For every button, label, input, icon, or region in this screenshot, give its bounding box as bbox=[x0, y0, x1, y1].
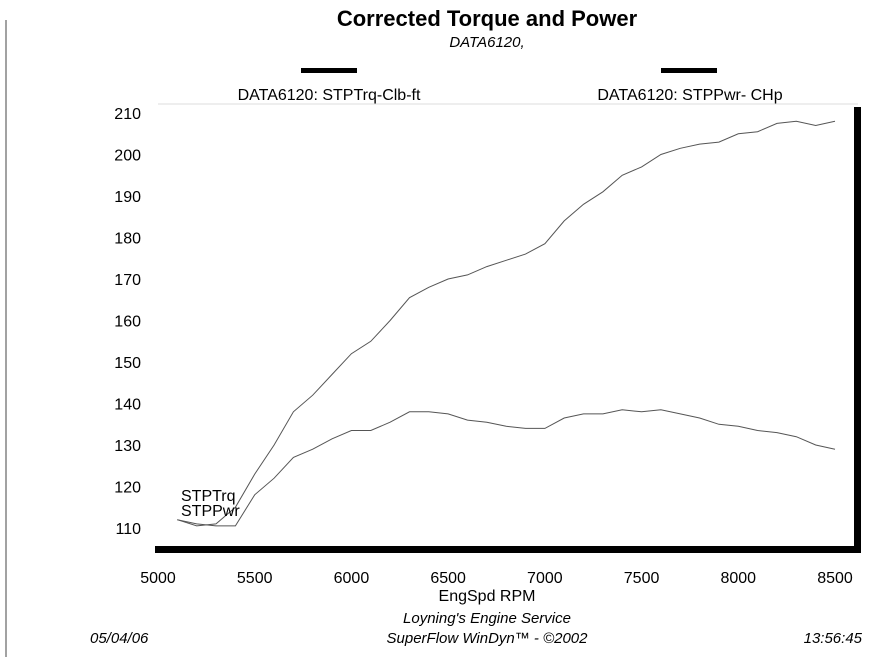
plot-bottom-border bbox=[155, 546, 861, 553]
footer-date: 05/04/06 bbox=[90, 630, 149, 647]
y-tick-label: 200 bbox=[114, 148, 141, 165]
plot-right-border bbox=[854, 107, 861, 553]
legend-swatch-power bbox=[661, 68, 717, 73]
series-line-stptrq bbox=[177, 409, 836, 527]
legend-label-torque: DATA6120: STPTrq-Clb-ft bbox=[238, 87, 421, 104]
footer-software: SuperFlow WinDyn™ - ©2002 bbox=[387, 630, 589, 647]
chart-subtitle: DATA6120, bbox=[449, 34, 524, 51]
series-tag-torque: STPTrq bbox=[181, 488, 236, 505]
x-tick-label: 8000 bbox=[720, 570, 756, 587]
x-tick-label: 7000 bbox=[527, 570, 563, 587]
x-tick-label: 5500 bbox=[237, 570, 273, 587]
y-tick-label: 210 bbox=[114, 106, 141, 123]
y-tick-label: 150 bbox=[114, 355, 141, 372]
x-tick-label: 5000 bbox=[140, 570, 176, 587]
y-tick-label: 170 bbox=[114, 272, 141, 289]
y-tick-label: 120 bbox=[114, 480, 141, 497]
legend-swatch-torque bbox=[301, 68, 357, 73]
series-tag-power: STPPwr bbox=[181, 503, 240, 520]
y-tick-label: 130 bbox=[114, 438, 141, 455]
y-tick-label: 160 bbox=[114, 314, 141, 331]
footer-company: Loyning's Engine Service bbox=[403, 610, 571, 627]
y-tick-label: 110 bbox=[115, 521, 141, 538]
y-tick-label: 180 bbox=[114, 231, 141, 248]
x-tick-label: 6000 bbox=[334, 570, 370, 587]
x-axis-label: EngSpd RPM bbox=[439, 588, 536, 605]
footer-time: 13:56:45 bbox=[804, 630, 863, 647]
series-line-stppwr bbox=[177, 120, 836, 527]
y-tick-label: 140 bbox=[114, 397, 141, 414]
x-tick-label: 6500 bbox=[430, 570, 466, 587]
y-tick-label: 190 bbox=[114, 189, 141, 206]
chart-title: Corrected Torque and Power bbox=[337, 6, 638, 31]
legend-label-power: DATA6120: STPPwr- CHp bbox=[597, 87, 782, 104]
x-tick-label: 7500 bbox=[624, 570, 660, 587]
x-tick-label: 8500 bbox=[817, 570, 853, 587]
